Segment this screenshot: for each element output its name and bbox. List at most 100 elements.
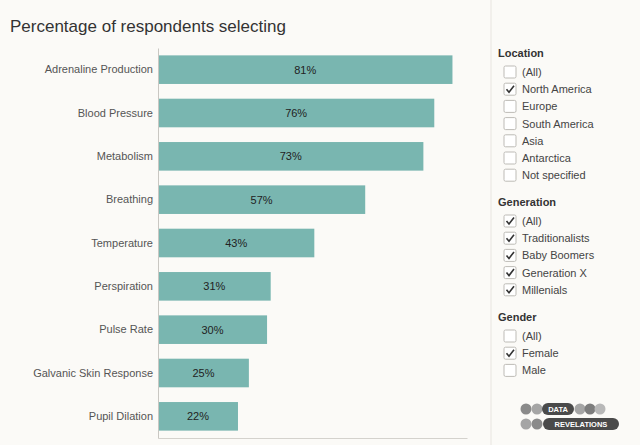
y-tick-label: Perspiration xyxy=(94,280,153,292)
logo: DATAREVELATIONS xyxy=(521,403,620,430)
bar xyxy=(158,315,267,344)
checkmark xyxy=(507,218,515,225)
panel-divider xyxy=(491,0,492,445)
checkbox[interactable] xyxy=(504,330,516,342)
option-label[interactable]: Generation X xyxy=(522,267,587,279)
bar xyxy=(158,55,452,84)
checkbox[interactable] xyxy=(504,83,516,95)
filter-option[interactable]: Not specified xyxy=(504,169,586,181)
bar xyxy=(158,185,365,214)
option-label[interactable]: (All) xyxy=(522,215,542,227)
checkbox[interactable] xyxy=(504,284,516,296)
data-label: 73% xyxy=(280,150,302,162)
filter-option[interactable]: North America xyxy=(504,83,593,95)
option-label[interactable]: North America xyxy=(522,83,593,95)
option-label[interactable]: Europe xyxy=(522,100,557,112)
option-label[interactable]: Female xyxy=(522,347,559,359)
checkbox[interactable] xyxy=(504,347,516,359)
filter-group: Generation(All)TraditionalistsBaby Boome… xyxy=(498,196,595,296)
logo-badge xyxy=(543,418,619,430)
option-label[interactable]: South America xyxy=(522,118,594,130)
logo-dot xyxy=(532,419,543,430)
checkbox[interactable] xyxy=(504,249,516,261)
y-tick: Pulse Rate xyxy=(99,323,153,335)
chart: Percentage of respondents selecting Adren… xyxy=(0,0,640,445)
logo-dot xyxy=(595,404,606,415)
checkmark xyxy=(507,252,515,259)
checkbox[interactable] xyxy=(504,66,516,78)
logo-text: REVELATIONS xyxy=(555,420,608,429)
checkmark xyxy=(507,235,515,242)
option-label[interactable]: Millenials xyxy=(522,284,568,296)
checkmark xyxy=(507,86,515,93)
filter-option[interactable]: Male xyxy=(504,364,546,376)
checkbox[interactable] xyxy=(504,232,516,244)
option-label[interactable]: Asia xyxy=(522,135,544,147)
bar xyxy=(158,99,434,128)
checkbox[interactable] xyxy=(504,169,516,181)
filter-option[interactable]: Asia xyxy=(504,135,544,147)
checkbox[interactable] xyxy=(504,152,516,164)
filter-option[interactable]: Generation X xyxy=(504,267,587,279)
bar xyxy=(158,142,423,171)
y-tick-label: Metabolism xyxy=(97,150,153,162)
option-label[interactable]: Male xyxy=(522,364,546,376)
y-tick: Pupil Dilation xyxy=(89,410,153,422)
data-labels: 81%76%73%57%43%31%30%25%22% xyxy=(187,64,316,423)
logo-dot xyxy=(575,404,586,415)
option-label[interactable]: Baby Boomers xyxy=(522,249,595,261)
y-tick: Metabolism xyxy=(97,150,153,162)
filter-option[interactable]: (All) xyxy=(504,330,542,342)
filter-option[interactable]: Millenials xyxy=(504,284,568,296)
data-label: 43% xyxy=(225,237,247,249)
y-tick: Galvanic Skin Response xyxy=(33,367,153,379)
y-tick-label: Temperature xyxy=(91,237,153,249)
filter-title: Location xyxy=(498,47,544,59)
checkmark xyxy=(507,269,515,276)
y-tick-label: Pupil Dilation xyxy=(89,410,153,422)
data-label: 57% xyxy=(251,194,273,206)
title: Percentage of respondents selecting xyxy=(10,17,286,36)
option-label[interactable]: (All) xyxy=(522,330,542,342)
y-tick-label: Pulse Rate xyxy=(99,323,153,335)
filter-option[interactable]: Female xyxy=(504,347,559,359)
y-tick-label: Breathing xyxy=(106,193,153,205)
data-label: 30% xyxy=(202,324,224,336)
option-label[interactable]: Antarctica xyxy=(522,152,572,164)
data-label: 76% xyxy=(285,107,307,119)
bar xyxy=(158,359,249,388)
option-label[interactable]: Not specified xyxy=(522,169,586,181)
y-axis-line xyxy=(158,49,159,439)
y-tick: Perspiration xyxy=(94,280,153,292)
checkbox[interactable] xyxy=(504,100,516,112)
y-tick-label: Blood Pressure xyxy=(78,107,153,119)
checkbox[interactable] xyxy=(504,135,516,147)
checkbox[interactable] xyxy=(504,118,516,130)
checkbox[interactable] xyxy=(504,215,516,227)
x-axis-line xyxy=(159,438,468,439)
checkmark xyxy=(507,350,515,357)
checkmark xyxy=(507,286,515,293)
option-label[interactable]: (All) xyxy=(522,66,542,78)
filter-option[interactable]: Europe xyxy=(504,100,557,112)
filter-option[interactable]: Antarctica xyxy=(504,152,572,164)
bar xyxy=(158,272,271,301)
filter-option[interactable]: South America xyxy=(504,118,594,130)
filter-title: Gender xyxy=(498,311,537,323)
data-label: 31% xyxy=(203,280,225,292)
logo-dot xyxy=(521,419,532,430)
x-axis xyxy=(159,438,468,439)
y-tick: Adrenaline Production xyxy=(45,63,153,75)
filter-option[interactable]: Traditionalists xyxy=(504,232,590,244)
y-axis: Adrenaline Production Blood Pressure Metab… xyxy=(33,49,158,439)
filter-option[interactable]: Baby Boomers xyxy=(504,249,595,261)
filter-panel: Location (All) North America Europe South Am… xyxy=(498,47,595,376)
option-label[interactable]: Traditionalists xyxy=(522,232,590,244)
checkbox[interactable] xyxy=(504,267,516,279)
logo-badge xyxy=(542,403,574,415)
filter-group: Gender (All) Female Male xyxy=(498,311,559,376)
filter-option[interactable]: (All) xyxy=(504,215,542,227)
data-label: 22% xyxy=(187,410,209,422)
checkbox[interactable] xyxy=(504,364,516,376)
filter-option[interactable]: (All) xyxy=(504,66,542,78)
